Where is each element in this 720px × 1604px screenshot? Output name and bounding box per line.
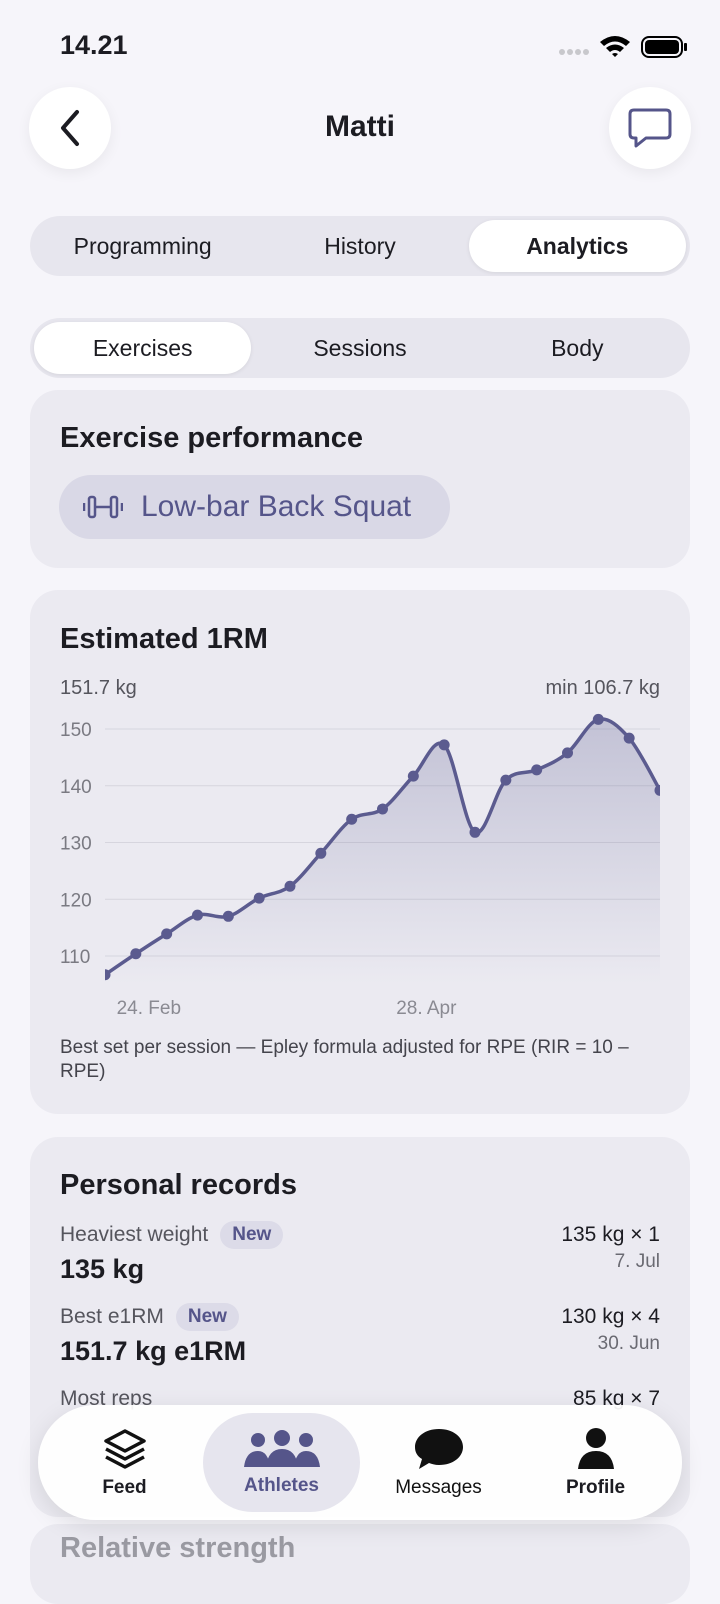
- nav-label: Athletes: [244, 1474, 319, 1496]
- point: [438, 739, 450, 751]
- y-tick-label: 120: [60, 890, 92, 911]
- point: [105, 969, 111, 981]
- point: [192, 909, 203, 921]
- header-title: Matti: [325, 110, 395, 143]
- point: [161, 928, 173, 940]
- nav-item[interactable]: Messages: [360, 1413, 517, 1512]
- point: [407, 770, 419, 782]
- y-tick-label: 110: [60, 947, 90, 968]
- x-tick-label: 24. Feb: [117, 998, 181, 1019]
- badge: New: [175, 1303, 239, 1331]
- y-tick-label: 140: [60, 777, 92, 798]
- nav-item[interactable]: Feed: [46, 1413, 203, 1512]
- min-label: min 106.7 kg: [545, 677, 660, 699]
- feed-icon: [103, 1428, 146, 1469]
- nav-label: Feed: [102, 1476, 147, 1498]
- record-date: 30. Jun: [597, 1333, 660, 1354]
- point: [500, 774, 512, 786]
- dumbbell-icon: [83, 495, 123, 519]
- screen: {"status_bar":{"time":"14.21"}, "header"…: [29, 30, 691, 1604]
- point: [469, 826, 481, 838]
- record-value: 151.7 kg e1RM: [60, 1336, 247, 1366]
- tab[interactable]: History: [324, 232, 396, 259]
- profile-icon: [577, 1427, 614, 1469]
- tab-active[interactable]: Analytics: [468, 220, 686, 272]
- point: [531, 764, 543, 776]
- record-detail: 135 kg × 1: [561, 1223, 660, 1246]
- next-card: Relative strength: [30, 1524, 690, 1604]
- status-time: 14.21: [60, 30, 128, 60]
- exercise-chip[interactable]: Low-bar Back Squat: [59, 475, 450, 539]
- x-tick-label: 28. Apr: [396, 998, 457, 1019]
- card-title: Exercise performance: [60, 422, 364, 454]
- subtab-bar: Exercises Sessions Body: [30, 318, 690, 378]
- nav-item[interactable]: Profile: [517, 1413, 674, 1512]
- point: [562, 747, 573, 759]
- chart: Estimated 1RM 151.7 kg min 106.7 kg 110 1…: [60, 623, 660, 1019]
- area: [105, 718, 660, 985]
- y-tick-label: 130: [60, 834, 92, 855]
- point: [222, 910, 234, 922]
- point: [284, 880, 296, 892]
- records-title: Personal records: [60, 1169, 297, 1201]
- subtab[interactable]: Body: [551, 334, 604, 361]
- tab[interactable]: Programming: [73, 232, 212, 259]
- chart-card: Estimated 1RM 151.7 kg min 106.7 kg 110 1…: [30, 590, 690, 1114]
- subtab[interactable]: Sessions: [313, 334, 407, 361]
- exercise-card: Exercise performance Low-bar Back Squat: [30, 390, 690, 568]
- nav-item-active[interactable]: Athletes: [203, 1413, 360, 1512]
- record-detail: 130 kg × 4: [561, 1305, 660, 1328]
- point: [315, 847, 327, 859]
- max-label: 151.7 kg: [60, 677, 137, 699]
- point: [623, 732, 635, 744]
- chat-icon: [628, 108, 672, 148]
- record-label: Heaviest weight New: [60, 1221, 284, 1249]
- point: [654, 784, 660, 796]
- record-name: Heaviest weight: [60, 1223, 209, 1246]
- record-label: Most reps: [60, 1387, 152, 1411]
- point: [377, 803, 388, 815]
- point: [346, 813, 358, 825]
- record-label: Best e1RM New: [60, 1303, 239, 1331]
- back-icon: [61, 110, 79, 146]
- record-value: 135 kg: [60, 1254, 145, 1284]
- tab-navigation: Feed Athletes Messages Profile: [38, 1405, 682, 1520]
- chart-title: Estimated 1RM: [60, 623, 268, 655]
- point: [130, 948, 142, 960]
- section-title: Relative strength: [60, 1532, 296, 1564]
- record-date: 7. Jul: [614, 1251, 660, 1272]
- chat-button[interactable]: [609, 87, 691, 169]
- nav-label: Messages: [395, 1476, 482, 1498]
- plot: [105, 713, 660, 985]
- tab-bar: Programming History Analytics: [30, 216, 690, 276]
- status-icons: [559, 36, 687, 58]
- back-button[interactable]: [29, 87, 111, 169]
- point: [253, 892, 265, 904]
- nav-label: Profile: [565, 1476, 626, 1498]
- record-name: Best e1RM: [60, 1305, 164, 1328]
- point: [592, 713, 604, 725]
- messages-icon: [414, 1428, 463, 1469]
- y-tick-label: 150: [60, 720, 92, 741]
- subtab-active[interactable]: Exercises: [34, 322, 252, 374]
- badge: New: [220, 1221, 284, 1249]
- chart-caption: Best set per session — Epley formula adj…: [60, 1037, 629, 1082]
- record-detail: 85 kg × 7: [573, 1387, 660, 1410]
- athletes-icon: [243, 1429, 320, 1467]
- record-name: Most reps: [60, 1387, 153, 1410]
- exercise-name: Low-bar Back Squat: [141, 490, 412, 523]
